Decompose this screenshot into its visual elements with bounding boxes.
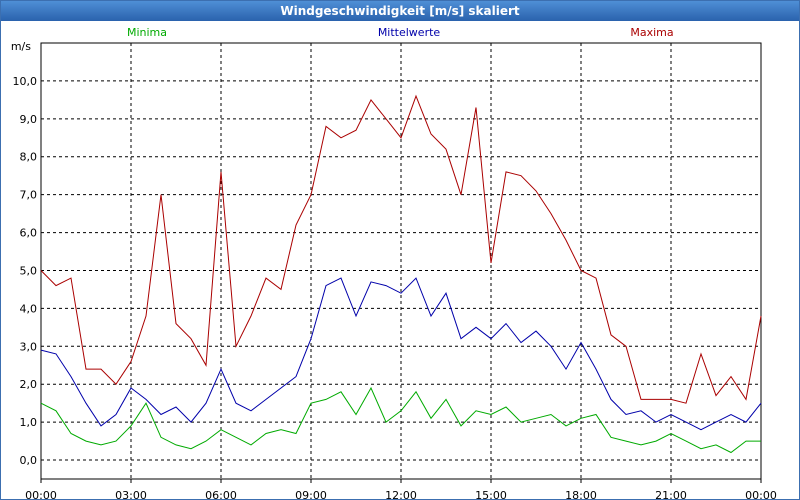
legend-mittelwerte: Mittelwerte xyxy=(378,26,441,39)
y-tick-label: 2,0 xyxy=(20,378,38,391)
x-tick-time: 00:00 xyxy=(25,489,57,499)
series-line-maxima xyxy=(40,94,762,404)
x-axis-ticks: 00:0001.05.1103:0001.05.1106:0001.05.110… xyxy=(25,479,777,499)
y-tick-label: 4,0 xyxy=(20,302,38,315)
series-line-mittelwerte xyxy=(40,277,762,431)
x-tick-time: 18:00 xyxy=(565,489,597,499)
x-tick-time: 12:00 xyxy=(385,489,417,499)
legend-minima: Minima xyxy=(127,26,167,39)
x-tick-time: 00:00 xyxy=(745,489,777,499)
y-axis-label: m/s xyxy=(11,40,31,53)
x-tick-time: 06:00 xyxy=(205,489,237,499)
x-tick-time: 09:00 xyxy=(295,489,327,499)
window-title: Windgeschwindigkeit [m/s] skaliert xyxy=(1,1,799,21)
y-tick-label: 5,0 xyxy=(20,264,38,277)
y-tick-label: 9,0 xyxy=(20,113,38,126)
x-tick-time: 03:00 xyxy=(115,489,147,499)
wind-speed-chart: 0,0 1,0 2,0 3,0 4,0 5,0 6,0 7,0 8,0 9,0 10,0 00:00… xyxy=(11,26,777,499)
series-lines xyxy=(40,94,762,454)
y-tick-label: 10,0 xyxy=(13,75,38,88)
y-tick-label: 1,0 xyxy=(20,416,38,429)
x-tick-time: 21:00 xyxy=(655,489,687,499)
y-tick-label: 3,0 xyxy=(20,340,38,353)
y-axis-ticks: 0,0 1,0 2,0 3,0 4,0 5,0 6,0 7,0 8,0 9,0 10,0 xyxy=(13,75,38,467)
y-tick-label: 8,0 xyxy=(20,151,38,164)
y-tick-label: 6,0 xyxy=(20,227,38,240)
series-line-minima xyxy=(40,386,761,454)
legend-maxima: Maxima xyxy=(630,26,673,39)
y-tick-label: 7,0 xyxy=(20,189,38,202)
x-tick-time: 15:00 xyxy=(475,489,507,499)
grid xyxy=(41,43,761,479)
y-tick-label: 0,0 xyxy=(20,454,38,467)
